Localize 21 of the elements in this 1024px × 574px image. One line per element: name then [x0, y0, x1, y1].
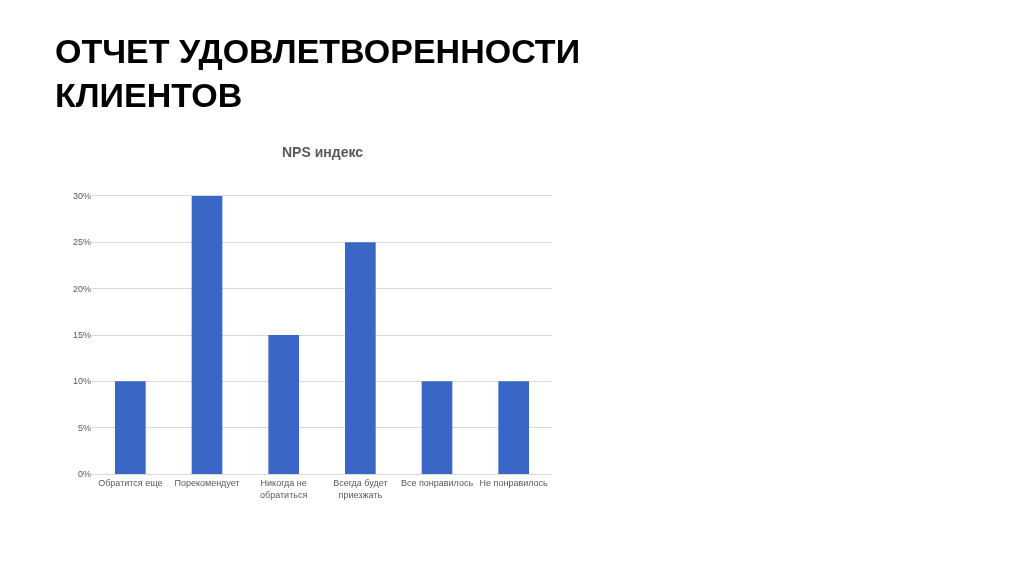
y-tick-label: 0%: [77, 469, 91, 480]
y-tick-label: 20%: [72, 283, 91, 294]
y-tick-label: 5%: [77, 422, 91, 433]
bar: [191, 196, 223, 474]
y-tick-label: 25%: [72, 237, 91, 248]
x-tick-label: Обратится еще: [98, 477, 163, 488]
bar: [268, 335, 299, 474]
bar: [498, 381, 529, 474]
chart-subtitle: NPS индекс: [282, 144, 364, 160]
x-tick-label: Все понравилось: [400, 477, 474, 488]
y-tick-label: 15%: [72, 330, 91, 341]
y-tick-label: 10%: [72, 376, 91, 387]
bar: [421, 381, 453, 474]
x-tick-label: Не понравилось: [479, 477, 549, 488]
x-tick-label: Порекомендует: [174, 477, 240, 488]
chart-title: ОТЧЕТ УДОВЛЕТВОРЕННОСТИ КЛИЕНТОВ: [55, 32, 581, 115]
bar: [115, 381, 146, 474]
x-tick-label: Всегда будет приезжать: [333, 477, 388, 500]
y-tick-label: 30%: [72, 191, 91, 202]
x-tick-label: Никогда не обратиться: [260, 477, 308, 500]
bar: [345, 242, 376, 474]
